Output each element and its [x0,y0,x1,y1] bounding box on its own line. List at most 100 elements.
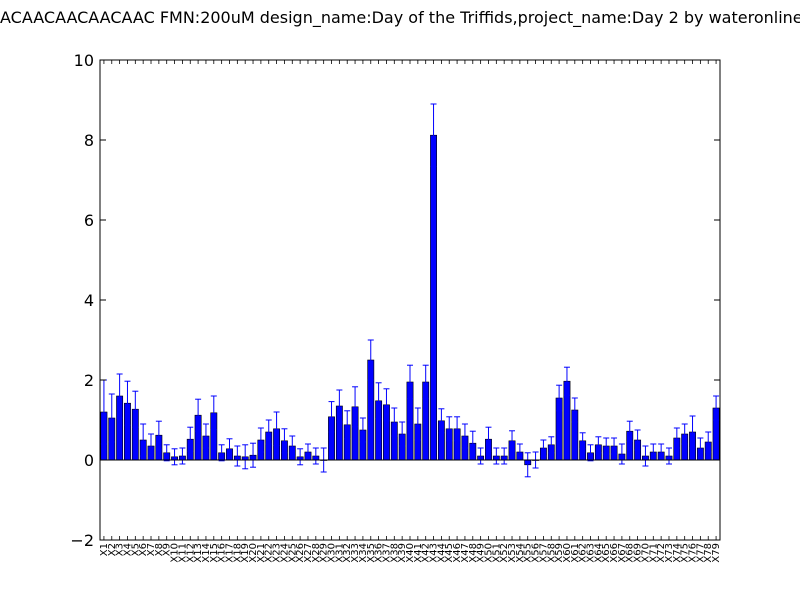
x-tick-label: X25 [287,543,298,563]
error-bar-X31 [336,389,343,423]
x-tick-label: X42 [421,543,432,563]
x-tick-label: X20 [248,543,259,563]
error-bar-X26 [297,448,304,466]
error-bar-X32 [344,410,351,440]
error-bar-X49 [477,447,484,465]
x-tick-label: X24 [279,543,290,563]
error-bar-X53 [509,430,516,452]
error-bar-X2 [108,393,115,443]
x-tick-label: X44 [436,543,447,563]
x-tick-label: X36 [374,543,385,563]
error-bar-X63 [587,444,594,462]
error-bar-X67 [618,443,625,465]
y-tick-label: 6 [84,211,94,230]
x-tick-label: X30 [327,543,338,563]
x-tick-label: X2 [107,543,118,556]
error-bar-X45 [446,416,453,442]
bars-group [100,134,720,466]
x-tick-label: X50 [483,543,494,563]
x-axis: X1X2X3X4X5X6X7X8X9X10X11X12X13X14X15X16X… [99,60,722,563]
x-tick-label: X18 [232,543,243,563]
error-bar-X28 [312,447,319,465]
error-bar-X11 [179,447,186,465]
y-axis: −2 0 2 4 6 8 10 [70,51,720,550]
x-tick-label: X12 [185,543,196,563]
x-tick-label: X16 [217,543,228,563]
error-bar-X15 [210,395,217,431]
error-bar-X75 [681,423,688,445]
x-tick-label: X73 [664,543,675,563]
error-bar-X79 [713,395,720,421]
x-tick-label: X4 [122,543,133,556]
x-tick-label: X43 [429,543,440,563]
x-tick-label: X77 [695,543,706,563]
error-bar-X18 [234,445,241,467]
error-bar-X14 [202,423,209,449]
error-bar-X59 [556,384,563,412]
error-bar-X17 [226,438,233,460]
x-tick-label: X53 [507,543,518,563]
x-tick-label: X10 [170,543,181,563]
error-bar-X62 [579,432,586,450]
x-tick-label: X52 [499,543,510,563]
x-tick-label: X66 [609,543,620,563]
x-tick-label: X11 [177,543,188,563]
x-tick-label: X6 [138,543,149,556]
x-tick-label: X8 [154,543,165,556]
x-tick-label: X79 [711,543,722,563]
x-tick-label: X63 [586,543,597,563]
error-bar-X48 [469,430,476,456]
error-bar-X60 [563,366,570,396]
y-tick-label: −2 [70,531,94,550]
x-tick-label: X56 [531,543,542,563]
x-tick-label: X55 [523,543,534,563]
error-bar-X5 [132,390,139,428]
error-bar-X7 [148,433,155,459]
error-bar-X4 [124,380,131,426]
x-tick-label: X59 [554,543,565,563]
x-tick-label: X65 [601,543,612,563]
error-bar-X38 [391,407,398,437]
x-tick-label: X19 [240,543,251,563]
x-tick-label: X3 [115,543,126,556]
x-tick-label: X38 [389,543,400,563]
x-tick-label: X13 [193,543,204,563]
x-tick-label: X47 [460,543,471,563]
x-tick-label: X32 [342,543,353,563]
error-bar-X69 [634,429,641,451]
x-tick-label: X76 [688,543,699,563]
x-tick-label: X69 [633,543,644,563]
x-tick-label: X70 [640,543,651,563]
chart-title: ACAACAACAACAAC FMN:200uM design_name:Day… [0,8,800,27]
y-tick-label: 0 [84,451,94,470]
error-bar-X37 [383,388,390,422]
x-tick-label: X54 [515,543,526,563]
y-tick-label: 8 [84,131,94,150]
y-tick-label: 2 [84,371,94,390]
x-tick-label: X41 [413,543,424,563]
error-bar-X65 [603,437,610,455]
x-tick-label: X28 [311,543,322,563]
x-tick-label: X74 [672,543,683,563]
x-tick-label: X33 [350,543,361,563]
x-tick-label: X34 [358,543,369,563]
error-bar-X13 [195,398,202,432]
x-tick-label: X5 [130,543,141,556]
error-bar-X24 [281,428,288,454]
x-tick-label: X31 [334,543,345,563]
error-bar-X77 [697,437,704,459]
error-bar-X51 [493,447,500,465]
error-bars-group [100,103,720,478]
error-bar-X40 [407,364,413,400]
error-bar-X12 [187,426,194,452]
x-tick-label: X7 [146,543,157,556]
x-tick-label: X51 [491,543,502,563]
plot-frame [99,59,721,541]
x-tick-label: X48 [468,543,479,563]
error-bar-X47 [461,423,468,449]
error-bar-X68 [626,420,633,442]
error-bar-X44 [438,408,445,434]
error-bar-X61 [571,397,578,423]
x-tick-label: X21 [256,543,267,563]
y-tick-label: 10 [74,51,94,70]
